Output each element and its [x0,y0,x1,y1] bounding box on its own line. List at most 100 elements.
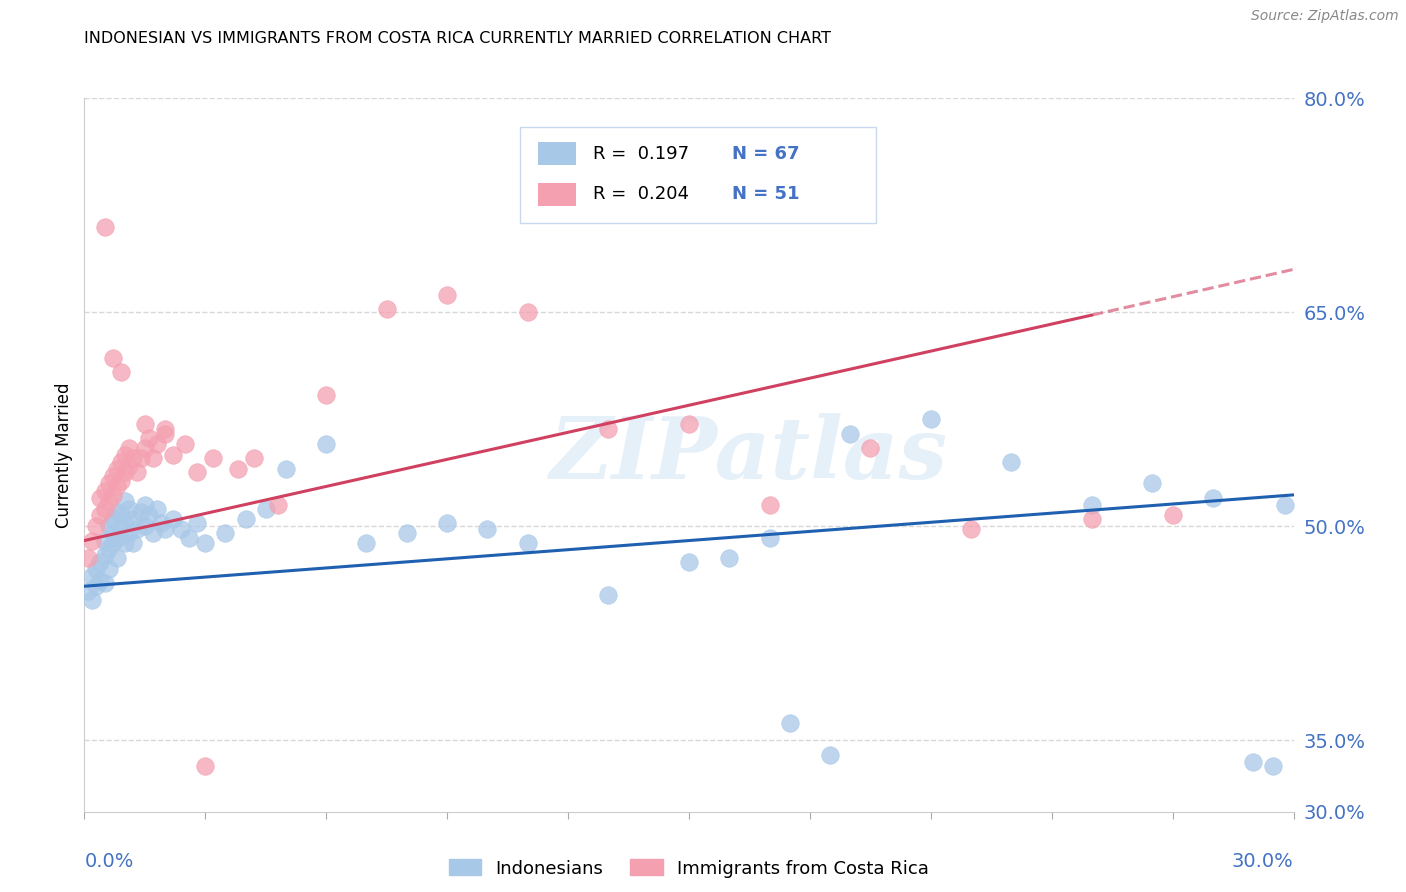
Immigrants from Costa Rica [153,426,176,441]
Indonesians [678,555,700,569]
Immigrants from Costa Rica [105,479,128,493]
Text: ZIPatlas: ZIPatlas [550,413,949,497]
Text: INDONESIAN VS IMMIGRANTS FROM COSTA RICA CURRENTLY MARRIED CORRELATION CHART: INDONESIAN VS IMMIGRANTS FROM COSTA RICA… [84,31,831,46]
Indonesians [114,516,136,531]
Immigrants from Costa Rica [174,436,197,450]
Immigrants from Costa Rica [315,388,337,402]
Indonesians [598,588,620,602]
Indonesians [110,522,132,536]
Immigrants from Costa Rica [1081,512,1104,526]
Immigrants from Costa Rica [93,483,115,498]
Indonesians [1241,755,1264,769]
Indonesians [93,576,115,591]
Immigrants from Costa Rica [110,455,132,469]
Immigrants from Costa Rica [118,441,141,455]
Text: N = 51: N = 51 [733,186,800,203]
Indonesians [153,522,176,536]
Immigrants from Costa Rica [101,488,124,502]
Indonesians [1081,498,1104,512]
Indonesians [138,508,160,522]
Indonesians [194,536,217,550]
Indonesians [110,508,132,522]
Indonesians [274,462,297,476]
Indonesians [105,550,128,565]
Immigrants from Costa Rica [86,519,108,533]
Immigrants from Costa Rica [516,305,538,319]
Indonesians [214,526,236,541]
Immigrants from Costa Rica [186,465,208,479]
Immigrants from Costa Rica [134,441,156,455]
Immigrants from Costa Rica [89,508,111,522]
Indonesians [101,536,124,550]
Indonesians [82,593,104,607]
Immigrants from Costa Rica [121,450,143,465]
Immigrants from Costa Rica [101,351,124,365]
Immigrants from Costa Rica [678,417,700,431]
Immigrants from Costa Rica [93,502,115,516]
Indonesians [818,747,841,762]
Text: R =  0.204: R = 0.204 [593,186,689,203]
Immigrants from Costa Rica [960,522,983,536]
Immigrants from Costa Rica [110,365,132,379]
Immigrants from Costa Rica [110,474,132,488]
Indonesians [86,562,108,576]
Immigrants from Costa Rica [267,498,290,512]
Immigrants from Costa Rica [194,759,217,773]
Immigrants from Costa Rica [436,288,458,302]
Indonesians [114,536,136,550]
Immigrants from Costa Rica [89,491,111,505]
FancyBboxPatch shape [538,143,576,165]
Indonesians [101,512,124,526]
Indonesians [1263,759,1285,773]
Text: 0.0%: 0.0% [84,852,134,871]
Indonesians [758,531,780,545]
Indonesians [839,426,862,441]
Immigrants from Costa Rica [202,450,225,465]
Indonesians [1202,491,1225,505]
Immigrants from Costa Rica [125,465,148,479]
Indonesians [134,519,156,533]
Text: N = 67: N = 67 [733,145,800,162]
Indonesians [235,512,257,526]
FancyBboxPatch shape [520,127,876,223]
Immigrants from Costa Rica [82,533,104,548]
Indonesians [89,555,111,569]
Immigrants from Costa Rica [226,462,249,476]
Immigrants from Costa Rica [375,302,398,317]
Indonesians [149,516,172,531]
Indonesians [477,522,499,536]
Indonesians [97,519,120,533]
Indonesians [125,522,148,536]
Indonesians [1274,498,1296,512]
Immigrants from Costa Rica [1161,508,1184,522]
Immigrants from Costa Rica [242,450,264,465]
Indonesians [114,493,136,508]
FancyBboxPatch shape [538,183,576,206]
Indonesians [134,498,156,512]
Immigrants from Costa Rica [105,462,128,476]
Immigrants from Costa Rica [114,465,136,479]
Indonesians [920,412,942,426]
Indonesians [77,583,100,598]
Y-axis label: Currently Married: Currently Married [55,382,73,528]
Indonesians [121,512,143,526]
Indonesians [162,512,184,526]
Indonesians [254,502,277,516]
Indonesians [436,516,458,531]
Immigrants from Costa Rica [77,550,100,565]
Indonesians [105,505,128,519]
Legend: Indonesians, Immigrants from Costa Rica: Indonesians, Immigrants from Costa Rica [441,852,936,885]
Text: Source: ZipAtlas.com: Source: ZipAtlas.com [1251,9,1399,23]
Indonesians [93,533,115,548]
Indonesians [395,526,418,541]
Immigrants from Costa Rica [138,431,160,445]
Indonesians [779,716,801,731]
Immigrants from Costa Rica [114,448,136,462]
Indonesians [186,516,208,531]
Indonesians [89,574,111,588]
Indonesians [118,526,141,541]
Immigrants from Costa Rica [146,436,169,450]
Immigrants from Costa Rica [758,498,780,512]
Text: 30.0%: 30.0% [1232,852,1294,871]
Indonesians [101,526,124,541]
